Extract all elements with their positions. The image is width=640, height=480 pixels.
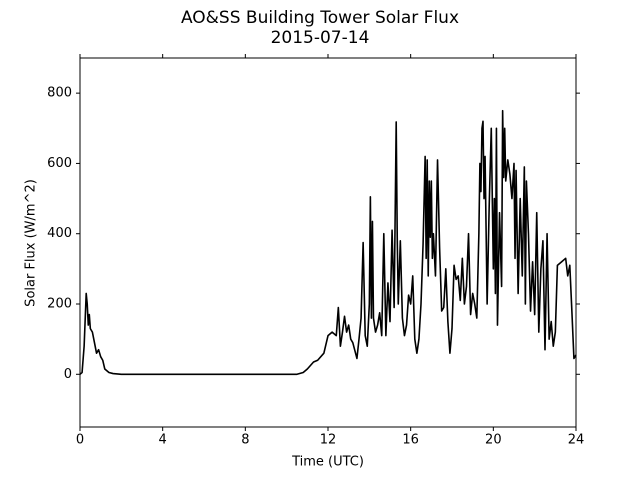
plot-frame xyxy=(79,57,577,428)
x-tick-label: 20 xyxy=(485,433,502,448)
x-tick-label: 4 xyxy=(159,433,167,448)
y-tick-label: 600 xyxy=(47,156,72,171)
x-tick-label: 12 xyxy=(320,433,337,448)
x-axis-label: Time (UTC) xyxy=(291,455,364,470)
flux-line xyxy=(79,109,577,376)
x-tick-label: 24 xyxy=(568,433,585,448)
x-tick-label: 0 xyxy=(76,433,84,448)
x-tick-label: 8 xyxy=(241,433,249,448)
y-axis-label: Solar Flux (W/m^2) xyxy=(24,179,39,307)
x-tick-label: 16 xyxy=(402,433,419,448)
y-tick-label: 200 xyxy=(47,297,72,312)
y-tick-label: 0 xyxy=(64,367,72,382)
chart-subtitle: 2015-07-14 xyxy=(271,28,370,48)
y-tick-label: 800 xyxy=(47,86,72,101)
chart-title: AO&SS Building Tower Solar Flux xyxy=(181,8,459,28)
y-tick-label: 400 xyxy=(47,226,72,241)
